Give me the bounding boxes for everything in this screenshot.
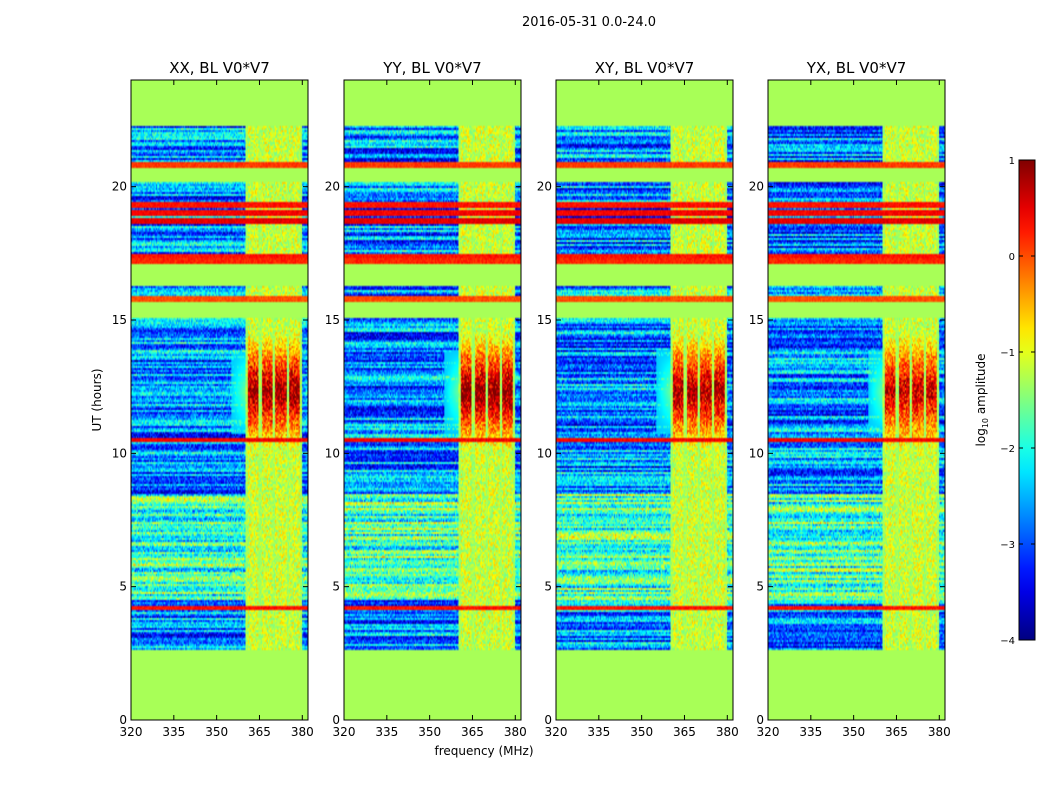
y-tick-label: 5	[756, 580, 764, 594]
colorbar: 1 0 −1 −2 −3 −4	[1000, 156, 1036, 647]
x-axis-label-group: frequency (MHz)	[434, 744, 533, 758]
panel-title-2: XY, BL V0*V7	[595, 59, 695, 77]
panel-heatmap-0	[131, 80, 308, 720]
colorbar-tick-label: −3	[1000, 540, 1015, 551]
x-tick-label: 380	[291, 725, 314, 739]
y-tick-label: 5	[332, 580, 340, 594]
x-tick-label: 365	[885, 725, 908, 739]
x-tick-label: 350	[842, 725, 865, 739]
x-tick-label: 335	[587, 725, 610, 739]
panel-frame-0	[130, 79, 309, 721]
y-tick-label: 10	[112, 446, 127, 460]
panel-frame-3	[767, 79, 946, 721]
panel-frame-2	[555, 79, 734, 721]
x-tick-label: 350	[418, 725, 441, 739]
y-tick-label: 10	[537, 446, 552, 460]
y-tick-label: 15	[537, 313, 552, 327]
x-tick-label: 365	[248, 725, 271, 739]
panel-title-3: YX, BL V0*V7	[806, 59, 907, 77]
colorbar-label-subscript: 10	[981, 418, 990, 428]
x-tick-label: 350	[630, 725, 653, 739]
x-axis-label: frequency (MHz)	[434, 744, 533, 758]
colorbar-tick-label: 1	[1009, 156, 1015, 167]
panel-heatmap-1	[344, 80, 521, 720]
x-tick-label: 335	[799, 725, 822, 739]
y-tick-label: 15	[112, 313, 127, 327]
y-tick-label: 15	[749, 313, 764, 327]
x-tick-label: 320	[757, 725, 780, 739]
x-tick-label: 350	[205, 725, 228, 739]
y-tick-label: 10	[749, 446, 764, 460]
y-tick-label: 20	[112, 180, 127, 194]
y-tick-label: 0	[119, 713, 127, 727]
y-tick-label: 20	[325, 180, 340, 194]
x-tick-label: 320	[333, 725, 356, 739]
panel-title-1: YY, BL V0*V7	[382, 59, 481, 77]
colorbar-label-rest: amplitude	[974, 354, 988, 418]
panel-3: YX, BL V0*V7 320 335 350 365 380 0 5 10 15 20	[749, 59, 951, 739]
x-tick-label: 365	[461, 725, 484, 739]
y-tick-label: 5	[544, 580, 552, 594]
colorbar-tick-label: −4	[1000, 636, 1015, 647]
colorbar-tick-label: 0	[1009, 252, 1015, 263]
panel-heatmap-2	[556, 80, 733, 720]
x-tick-label: 380	[716, 725, 739, 739]
y-tick-label: 15	[325, 313, 340, 327]
panel-title-0: XX, BL V0*V7	[169, 59, 270, 77]
colorbar-gradient	[1018, 159, 1036, 641]
x-tick-label: 320	[120, 725, 143, 739]
x-tick-label: 335	[162, 725, 185, 739]
panel-0: XX, BL V0*V7 320 335 350 365 380 0 5 10 15 20	[112, 59, 314, 739]
y-tick-label: 20	[749, 180, 764, 194]
x-tick-label: 335	[375, 725, 398, 739]
y-tick-label: 5	[119, 580, 127, 594]
y-axis-label: UT (hours)	[90, 368, 104, 431]
panel-heatmap-3	[768, 80, 945, 720]
x-tick-label: 365	[673, 725, 696, 739]
y-tick-label: 10	[325, 446, 340, 460]
colorbar-label: log10 amplitude	[974, 354, 990, 447]
x-tick-label: 380	[928, 725, 951, 739]
panel-1: YY, BL V0*V7 320 335 350 365 380 0 5 10 15 20	[325, 59, 527, 739]
y-tick-label: 20	[537, 180, 552, 194]
colorbar-label-log: log	[974, 428, 988, 446]
x-tick-label: 320	[545, 725, 568, 739]
y-tick-label: 0	[544, 713, 552, 727]
x-tick-label: 380	[504, 725, 527, 739]
figure-suptitle: 2016-05-31 0.0-24.0	[522, 15, 656, 30]
panel-2: XY, BL V0*V7 320 335 350 365 380 0 5 10 15 20	[537, 59, 739, 739]
colorbar-tick-label: −2	[1000, 444, 1015, 455]
panel-frame-1	[343, 79, 522, 721]
y-tick-label: 0	[332, 713, 340, 727]
colorbar-tick-label: −1	[1000, 348, 1015, 359]
y-tick-label: 0	[756, 713, 764, 727]
